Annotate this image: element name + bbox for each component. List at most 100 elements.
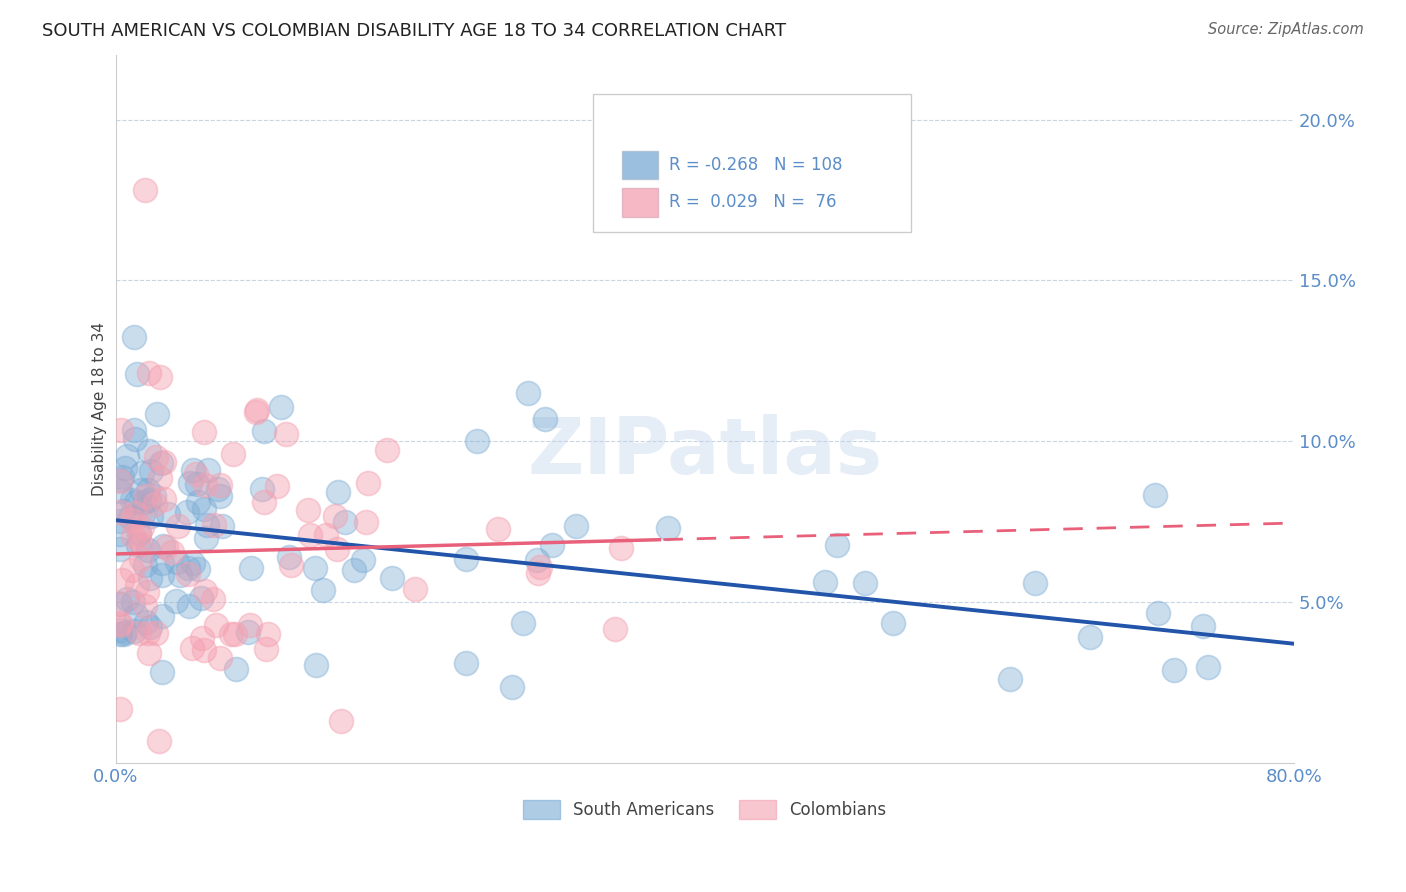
Point (115, 592, 138, 607)
Point (111, 573, 134, 587)
Point (127, 367, 149, 381)
Point (326, 484, 349, 499)
Point (1144, 487, 1167, 501)
Point (108, 627, 131, 641)
Point (108, 597, 131, 611)
Point (814, 574, 837, 589)
Text: ZIPatlas: ZIPatlas (527, 414, 883, 490)
Point (315, 528, 337, 542)
Point (305, 658, 328, 673)
Point (108, 474, 131, 488)
Point (128, 525, 150, 540)
Point (127, 538, 149, 552)
Point (121, 493, 143, 508)
Point (194, 478, 217, 492)
Point (150, 608, 173, 623)
Point (139, 508, 162, 523)
Point (207, 482, 229, 496)
Point (193, 643, 215, 657)
Point (540, 538, 562, 552)
Point (190, 632, 212, 646)
Point (136, 543, 159, 558)
Point (122, 423, 145, 437)
Point (526, 553, 548, 567)
Point (139, 620, 162, 634)
FancyBboxPatch shape (593, 94, 911, 232)
Point (112, 504, 135, 518)
Point (124, 330, 146, 344)
Point (193, 502, 215, 516)
Point (114, 460, 136, 475)
Text: Source: ZipAtlas.com: Source: ZipAtlas.com (1208, 22, 1364, 37)
Point (187, 562, 209, 576)
Point (139, 571, 162, 585)
Point (145, 450, 167, 465)
Point (108, 527, 131, 541)
Point (176, 504, 198, 518)
Point (208, 478, 231, 492)
Point (129, 552, 152, 566)
Point (142, 490, 165, 504)
Point (197, 463, 219, 477)
Point (609, 541, 631, 555)
Point (512, 616, 534, 631)
Point (1024, 576, 1046, 591)
Point (177, 599, 200, 614)
Point (304, 561, 326, 575)
Point (131, 507, 153, 521)
Point (195, 517, 218, 532)
FancyBboxPatch shape (623, 188, 658, 217)
Point (108, 616, 131, 631)
Point (124, 506, 146, 520)
Point (1197, 660, 1219, 674)
Point (145, 626, 167, 640)
Point (122, 624, 145, 638)
Point (134, 183, 156, 197)
Point (128, 626, 150, 640)
Point (312, 582, 335, 597)
Point (129, 537, 152, 551)
Point (187, 495, 209, 509)
Point (108, 505, 131, 519)
Point (108, 542, 131, 557)
Point (211, 518, 233, 533)
FancyBboxPatch shape (623, 151, 658, 179)
Point (118, 509, 141, 524)
Point (166, 555, 188, 569)
Point (245, 404, 267, 418)
Point (297, 503, 319, 517)
Point (240, 560, 263, 574)
Point (208, 650, 231, 665)
Point (134, 599, 156, 614)
Point (136, 483, 159, 498)
Point (150, 665, 173, 679)
Point (454, 656, 477, 670)
Point (354, 515, 377, 529)
Point (148, 734, 170, 748)
Point (221, 447, 243, 461)
Point (190, 591, 212, 606)
Point (529, 560, 551, 574)
Point (256, 626, 278, 640)
Point (155, 540, 177, 554)
Point (135, 615, 157, 630)
Text: R =  0.029   N =  76: R = 0.029 N = 76 (669, 194, 837, 211)
Point (326, 542, 349, 557)
Point (177, 560, 200, 574)
Point (456, 551, 478, 566)
Point (143, 497, 166, 511)
Point (135, 585, 157, 599)
Point (134, 558, 156, 573)
Point (179, 476, 201, 491)
Point (125, 495, 148, 509)
Point (239, 618, 262, 632)
Point (657, 521, 679, 535)
Point (149, 471, 172, 485)
Point (149, 370, 172, 384)
Point (166, 518, 188, 533)
Point (108, 701, 131, 715)
Point (219, 627, 242, 641)
Point (194, 531, 217, 545)
Point (501, 681, 523, 695)
Point (335, 515, 357, 529)
